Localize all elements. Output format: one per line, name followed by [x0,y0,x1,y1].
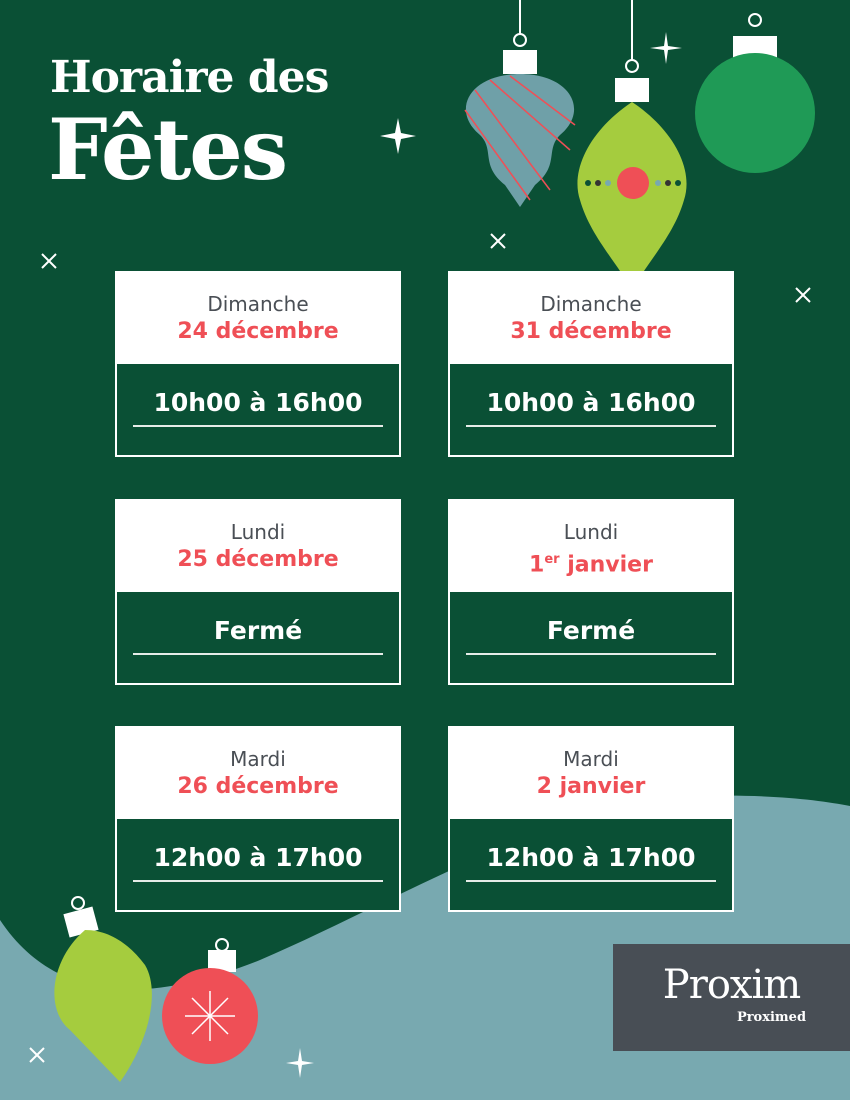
proxim-logo: Proxim Proximed [613,944,850,1051]
title-line-2: Fêtes [48,100,288,199]
day-label: Dimanche [207,292,309,316]
schedule-card: Dimanche 24 décembre 10h00 à 16h00 [115,271,401,457]
hours-label: 12h00 à 17h00 [153,843,363,872]
date-label: 1er janvier [450,545,732,580]
ornament-lime-bottom-icon [54,896,152,1082]
day-label: Lundi [563,520,619,544]
date-label: 26 décembre [177,774,339,799]
cross-star-icons [29,233,811,1063]
divider [133,880,383,882]
hours-label: 12h00 à 17h00 [486,843,696,872]
date-ordinal: er [544,552,560,567]
schedule-card: Mardi 2 janvier 12h00 à 17h00 [448,726,734,912]
day-label: Mardi [563,747,619,771]
hours-label: Fermé [213,616,303,645]
ornament-green-icon [690,13,820,180]
date-month: janvier [559,552,653,578]
schedule-card: Lundi 25 décembre Fermé [115,499,401,685]
schedule-card: Lundi 1er janvier Fermé [448,499,734,685]
sub-brand-name: Proximed [736,1010,807,1025]
divider [466,425,716,427]
divider [133,653,383,655]
sparkle-icons [286,32,682,1078]
day-label: Lundi [230,520,286,544]
ornament-red-icon [162,938,258,1064]
divider [133,425,383,427]
schedule-card: Dimanche 31 décembre 10h00 à 16h00 [448,271,734,457]
day-label: Mardi [230,747,286,771]
divider [466,880,716,882]
brand-name: Proxim [662,962,801,1008]
divider [466,653,716,655]
hours-label: 10h00 à 16h00 [153,388,363,417]
ornament-lime-icon [577,0,687,290]
title-line-1: Horaire des [50,52,329,103]
hours-label: 10h00 à 16h00 [486,388,696,417]
hours-label: Fermé [546,616,636,645]
date-number: 1 [529,552,545,578]
date-label: 24 décembre [177,319,339,344]
ornament-teal-icon [464,0,576,207]
date-label: 2 janvier [536,774,646,799]
schedule-card: Mardi 26 décembre 12h00 à 17h00 [115,726,401,912]
date-label: 25 décembre [177,547,339,572]
day-label: Dimanche [540,292,642,316]
date-label: 31 décembre [510,319,672,344]
